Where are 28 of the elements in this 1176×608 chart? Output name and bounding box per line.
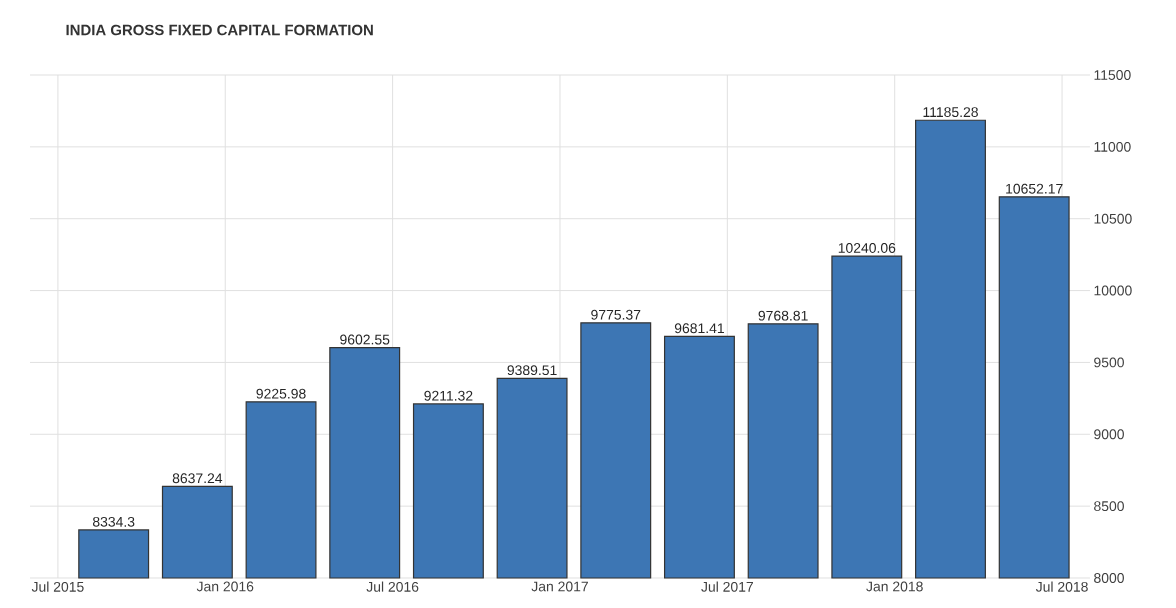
x-tick-label: Jul 2017	[701, 581, 753, 592]
x-tick-label: Jan 2018	[866, 581, 923, 592]
data-label: 10240.06	[838, 243, 896, 253]
data-label: 8334.3	[92, 516, 135, 527]
y-tick-label: 11500	[1094, 70, 1131, 80]
y-tick-label: 9000	[1094, 429, 1124, 440]
data-label: 11185.28	[923, 107, 978, 118]
data-label: 8637.24	[172, 473, 223, 484]
data-label: 9775.37	[591, 309, 641, 320]
x-tick-label: Jan 2016	[196, 581, 254, 592]
y-tick-label: 10500	[1094, 213, 1132, 224]
y-tick-label: 10000	[1094, 285, 1132, 296]
data-label: 9211.32	[424, 390, 473, 401]
data-label: 9225.98	[256, 388, 306, 399]
data-label: 10652.17	[1006, 183, 1063, 194]
data-label: 9602.55	[340, 334, 390, 345]
x-tick-label: Jul 2016	[366, 581, 419, 592]
data-label: 9768.81	[758, 310, 808, 321]
x-tick-label: Jan 2017	[531, 581, 588, 592]
x-tick-label: Jul 2015	[31, 581, 84, 592]
chart-title: INDIA GROSS FIXED CAPITAL FORMATION	[66, 24, 373, 36]
data-label: 9681.41	[674, 323, 724, 334]
y-tick-label: 9500	[1094, 357, 1124, 368]
y-tick-label: 8000	[1094, 573, 1124, 583]
y-tick-label: 8500	[1094, 501, 1124, 512]
data-label: 9389.51	[507, 365, 557, 376]
y-tick-label: 11000	[1094, 141, 1131, 152]
x-tick-label: Jul 2018	[1035, 581, 1088, 592]
